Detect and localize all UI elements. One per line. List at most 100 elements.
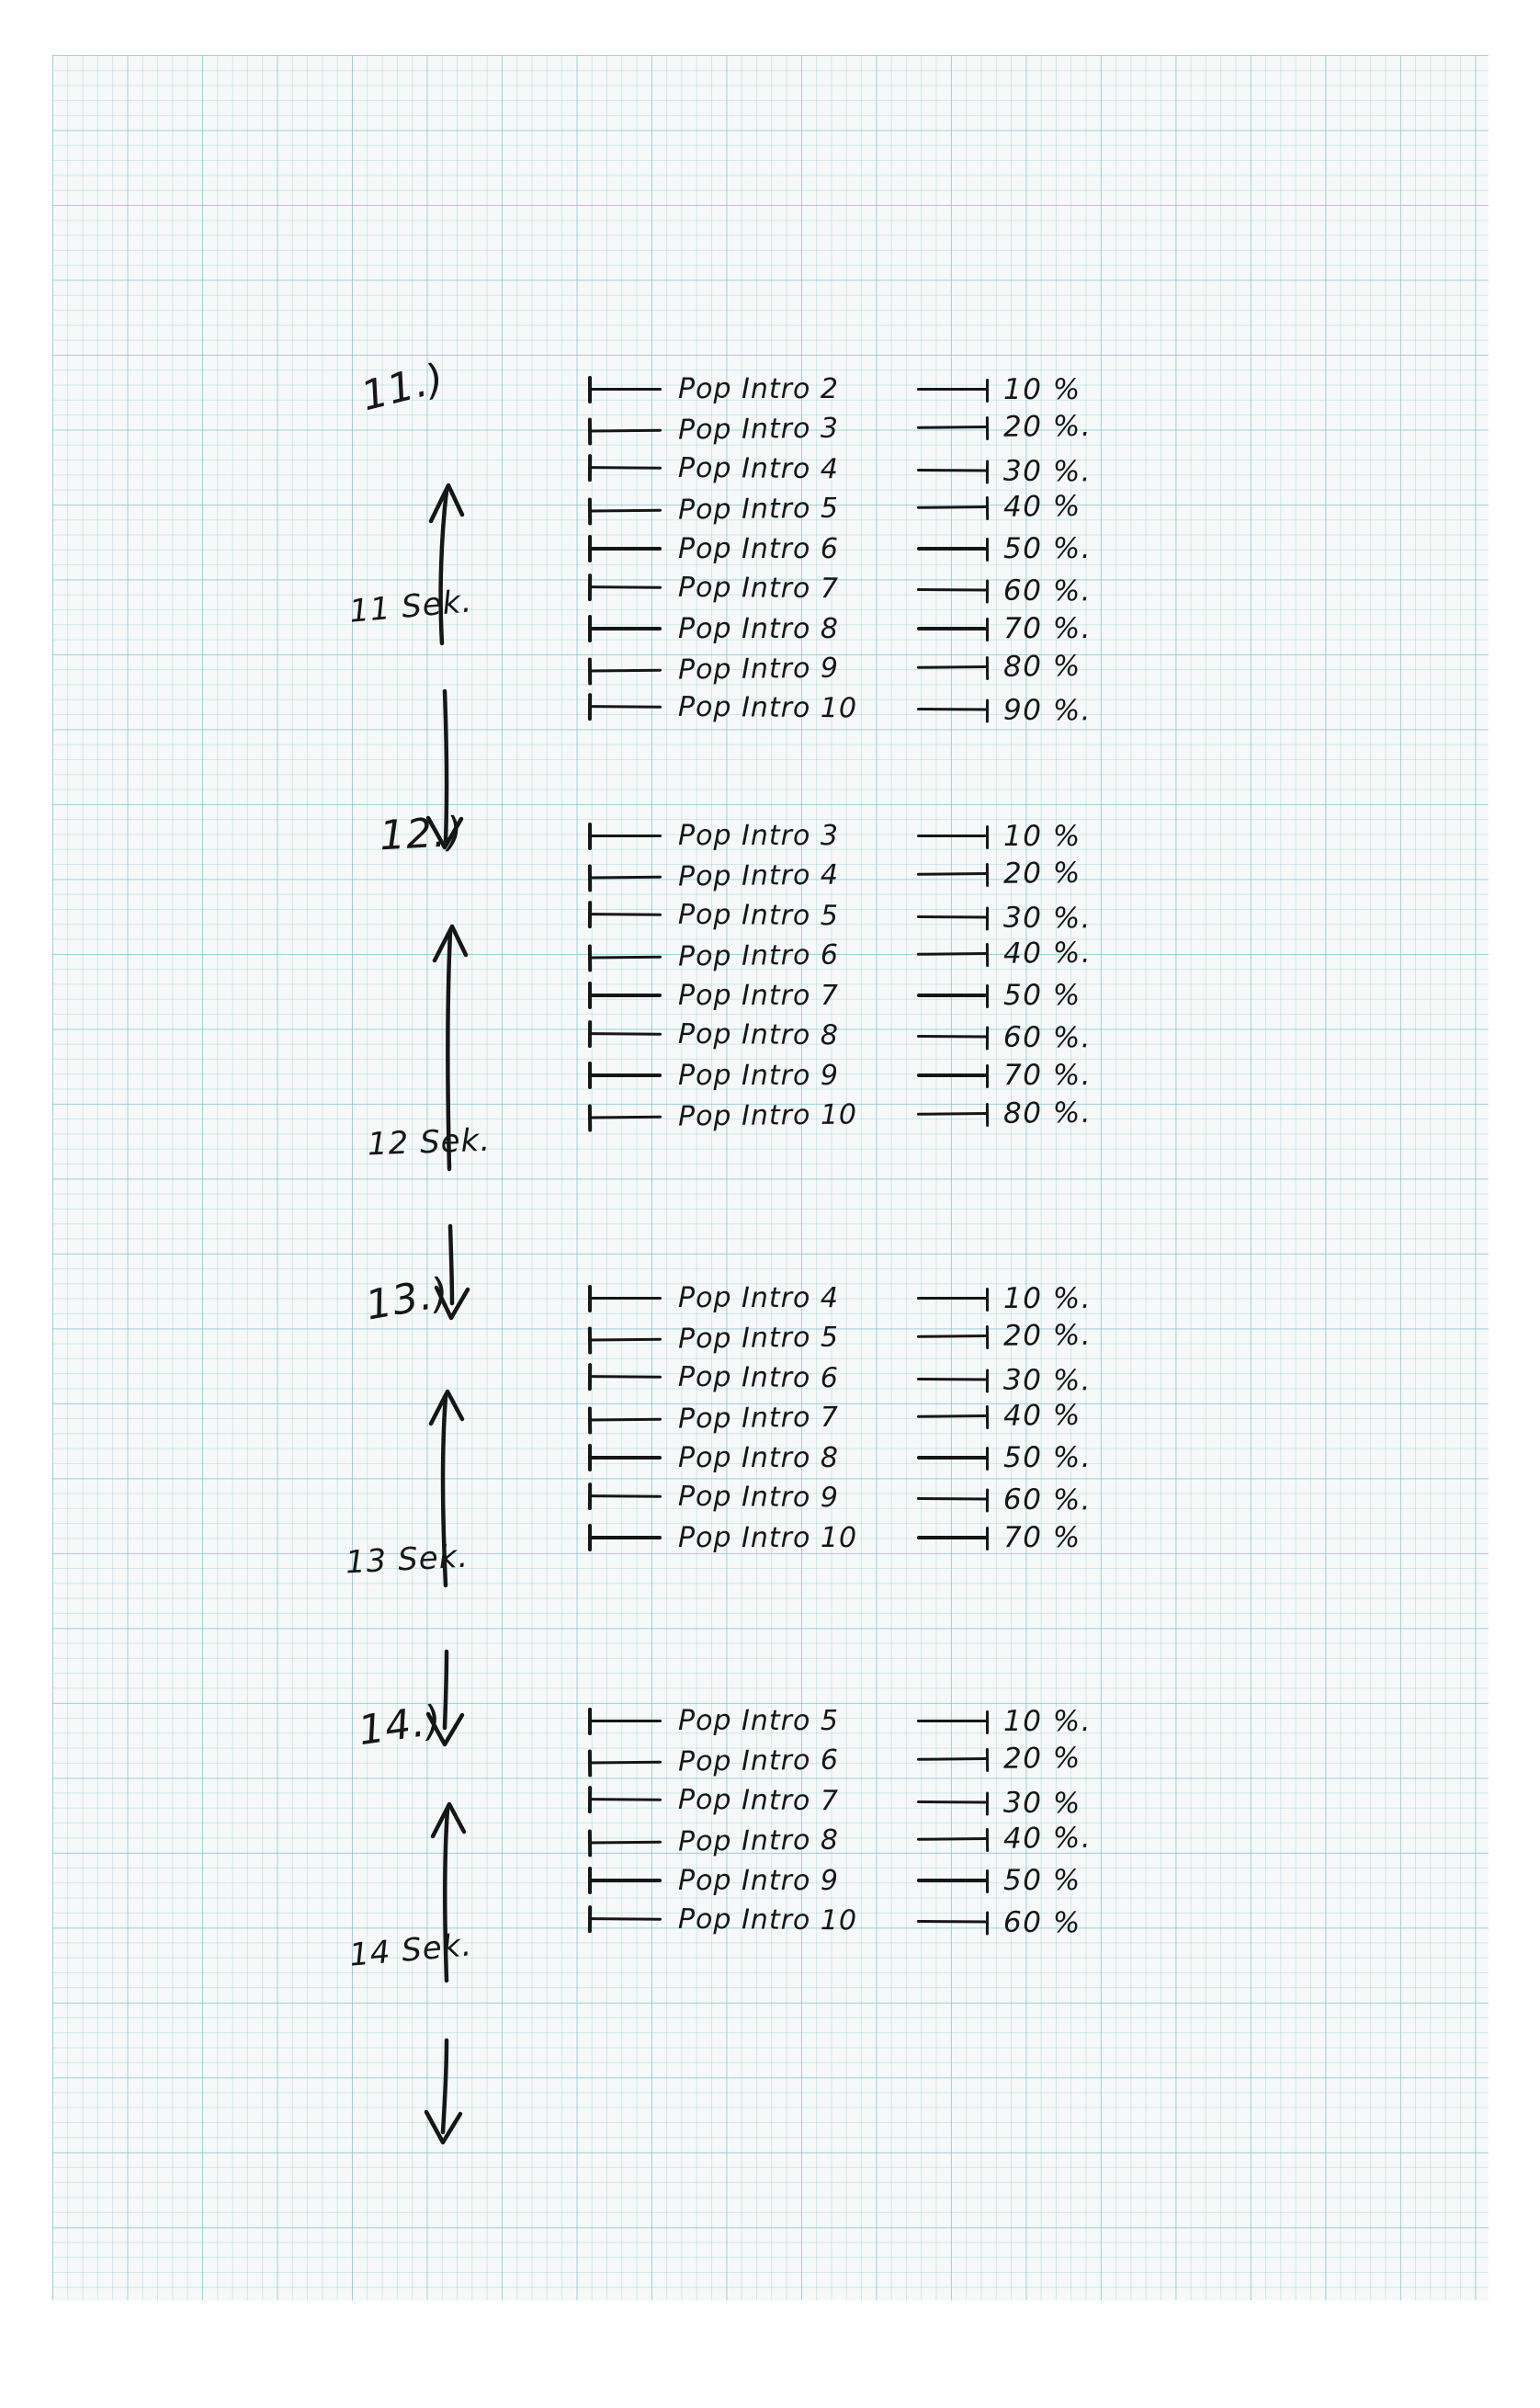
arrow-11-sek <box>425 483 465 850</box>
percent-value: 30 % <box>1002 1786 1081 1820</box>
percent-value: 40 %. <box>1002 1821 1093 1856</box>
track-name: Pop Intro 7 <box>677 1402 840 1436</box>
list-item: Pop Intro 9 70 %. <box>588 1055 1091 1095</box>
range-end-tick <box>917 1320 989 1354</box>
percent-value: 30 %. <box>1002 454 1093 488</box>
track-name: Pop Intro 10 <box>677 1098 858 1133</box>
range-end-tick <box>917 1020 989 1054</box>
percent-value: 70 %. <box>1003 612 1093 646</box>
track-name: Pop Intro 9 <box>678 1864 839 1897</box>
list-item: Pop Intro 10 70 % <box>588 1517 1080 1557</box>
list-item: Pop Intro 4 30 %. <box>588 448 1092 491</box>
track-name: Pop Intro 7 <box>677 572 840 606</box>
percent-value: 20 % <box>1002 856 1081 891</box>
track-name: Pop Intro 10 <box>677 1903 858 1937</box>
range-end-tick <box>917 612 989 645</box>
track-name: Pop Intro 8 <box>677 1018 840 1052</box>
track-name: Pop Intro 5 <box>677 1322 840 1357</box>
range-start-tick <box>588 1100 667 1134</box>
track-name: Pop Intro 8 <box>678 612 839 645</box>
list-item: Pop Intro 7 30 % <box>588 1779 1081 1823</box>
list-item: Pop Intro 2 10 % <box>588 369 1080 409</box>
percent-value: 10 % <box>1003 372 1081 406</box>
range-end-tick <box>917 650 989 684</box>
range-end-tick <box>917 574 989 608</box>
track-name: Pop Intro 4 <box>677 859 840 894</box>
percent-value: 10 %. <box>1003 1704 1093 1738</box>
track-name: Pop Intro 6 <box>677 1744 840 1779</box>
range-start-tick <box>588 1282 667 1315</box>
track-name: Pop Intro 6 <box>677 939 840 973</box>
percent-value: 50 %. <box>1003 532 1093 566</box>
list-item: Pop Intro 10 80 %. <box>588 1093 1092 1137</box>
list-item: Pop Intro 7 60 %. <box>588 567 1092 610</box>
range-start-tick <box>588 494 667 528</box>
arrow-up-head-12 <box>432 924 469 963</box>
range-start-tick <box>588 653 667 687</box>
range-end-tick <box>917 491 989 525</box>
range-start-tick <box>588 1903 667 1937</box>
range-start-tick <box>588 1783 667 1817</box>
percent-value: 80 %. <box>1002 1096 1093 1130</box>
section-11-list: Pop Intro 2 10 % Pop Intro 3 20 %. Pop Int… <box>588 369 1092 729</box>
section-14-list: Pop Intro 5 10 %. Pop Intro 6 20 % Pop Int… <box>588 1701 1092 1940</box>
range-end-tick <box>917 1743 989 1777</box>
range-start-tick <box>588 1059 667 1092</box>
list-item: Pop Intro 8 50 %. <box>588 1438 1091 1478</box>
section-13-list: Pop Intro 4 10 %. Pop Intro 5 20 %. Pop In… <box>588 1278 1092 1558</box>
list-item: Pop Intro 6 50 %. <box>588 529 1091 569</box>
arrow-shaft-lower-13 <box>442 1649 449 1731</box>
list-item: Pop Intro 4 10 %. <box>588 1278 1091 1318</box>
list-item: Pop Intro 8 40 %. <box>588 1819 1092 1863</box>
list-item: Pop Intro 6 40 %. <box>588 934 1092 978</box>
range-start-tick <box>588 1705 667 1738</box>
range-end-tick <box>917 1864 989 1897</box>
range-start-tick <box>588 1864 667 1897</box>
section-11-number: 11.) <box>357 354 449 421</box>
track-name: Pop Intro 5 <box>677 898 840 933</box>
track-name: Pop Intro 5 <box>677 493 840 527</box>
range-end-tick <box>917 1521 989 1554</box>
list-item: Pop Intro 3 10 % <box>588 816 1080 856</box>
section-12-duration: 12 Sek. <box>367 1121 492 1164</box>
list-item: Pop Intro 9 50 % <box>588 1861 1080 1901</box>
list-item: Pop Intro 9 60 %. <box>588 1476 1092 1519</box>
track-name: Pop Intro 10 <box>678 1521 858 1554</box>
range-start-tick <box>588 820 667 853</box>
percent-value: 30 %. <box>1002 1363 1093 1397</box>
range-start-tick <box>588 373 667 406</box>
arrow-14-sek <box>424 1801 467 2145</box>
track-name: Pop Intro 9 <box>677 652 840 687</box>
percent-value: 80 % <box>1002 649 1081 684</box>
percent-value: 40 % <box>1002 1398 1081 1433</box>
range-start-tick <box>588 898 667 932</box>
range-end-tick <box>917 900 989 934</box>
arrow-down-head-14 <box>424 2109 463 2145</box>
percent-value: 90 %. <box>1002 693 1093 728</box>
range-end-tick <box>917 1096 989 1130</box>
range-start-tick <box>588 1825 667 1859</box>
percent-value: 60 % <box>1002 1905 1081 1939</box>
range-start-tick <box>588 940 667 974</box>
percent-value: 50 %. <box>1003 1441 1093 1475</box>
percent-value: 70 %. <box>1003 1059 1093 1093</box>
range-start-tick <box>588 1441 667 1474</box>
range-end-tick <box>917 1441 989 1474</box>
track-name: Pop Intro 3 <box>678 820 839 853</box>
list-item: Pop Intro 8 70 %. <box>588 608 1091 648</box>
range-start-tick <box>588 1360 667 1394</box>
arrow-up-head-14 <box>430 1801 467 1839</box>
track-name: Pop Intro 4 <box>678 1282 839 1315</box>
track-name: Pop Intro 3 <box>677 413 840 448</box>
range-end-tick <box>917 532 989 565</box>
list-item: Pop Intro 6 20 % <box>588 1739 1081 1783</box>
percent-value: 60 %. <box>1002 574 1093 608</box>
list-item: Pop Intro 4 20 % <box>588 854 1081 898</box>
track-name: Pop Intro 10 <box>677 691 858 725</box>
arrow-shaft-lower-14 <box>440 2038 449 2135</box>
percent-value: 50 % <box>1003 1864 1081 1898</box>
range-end-tick <box>917 1823 989 1857</box>
track-name: Pop Intro 2 <box>678 373 839 406</box>
track-name: Pop Intro 9 <box>678 1059 839 1092</box>
range-end-tick <box>917 1482 989 1516</box>
